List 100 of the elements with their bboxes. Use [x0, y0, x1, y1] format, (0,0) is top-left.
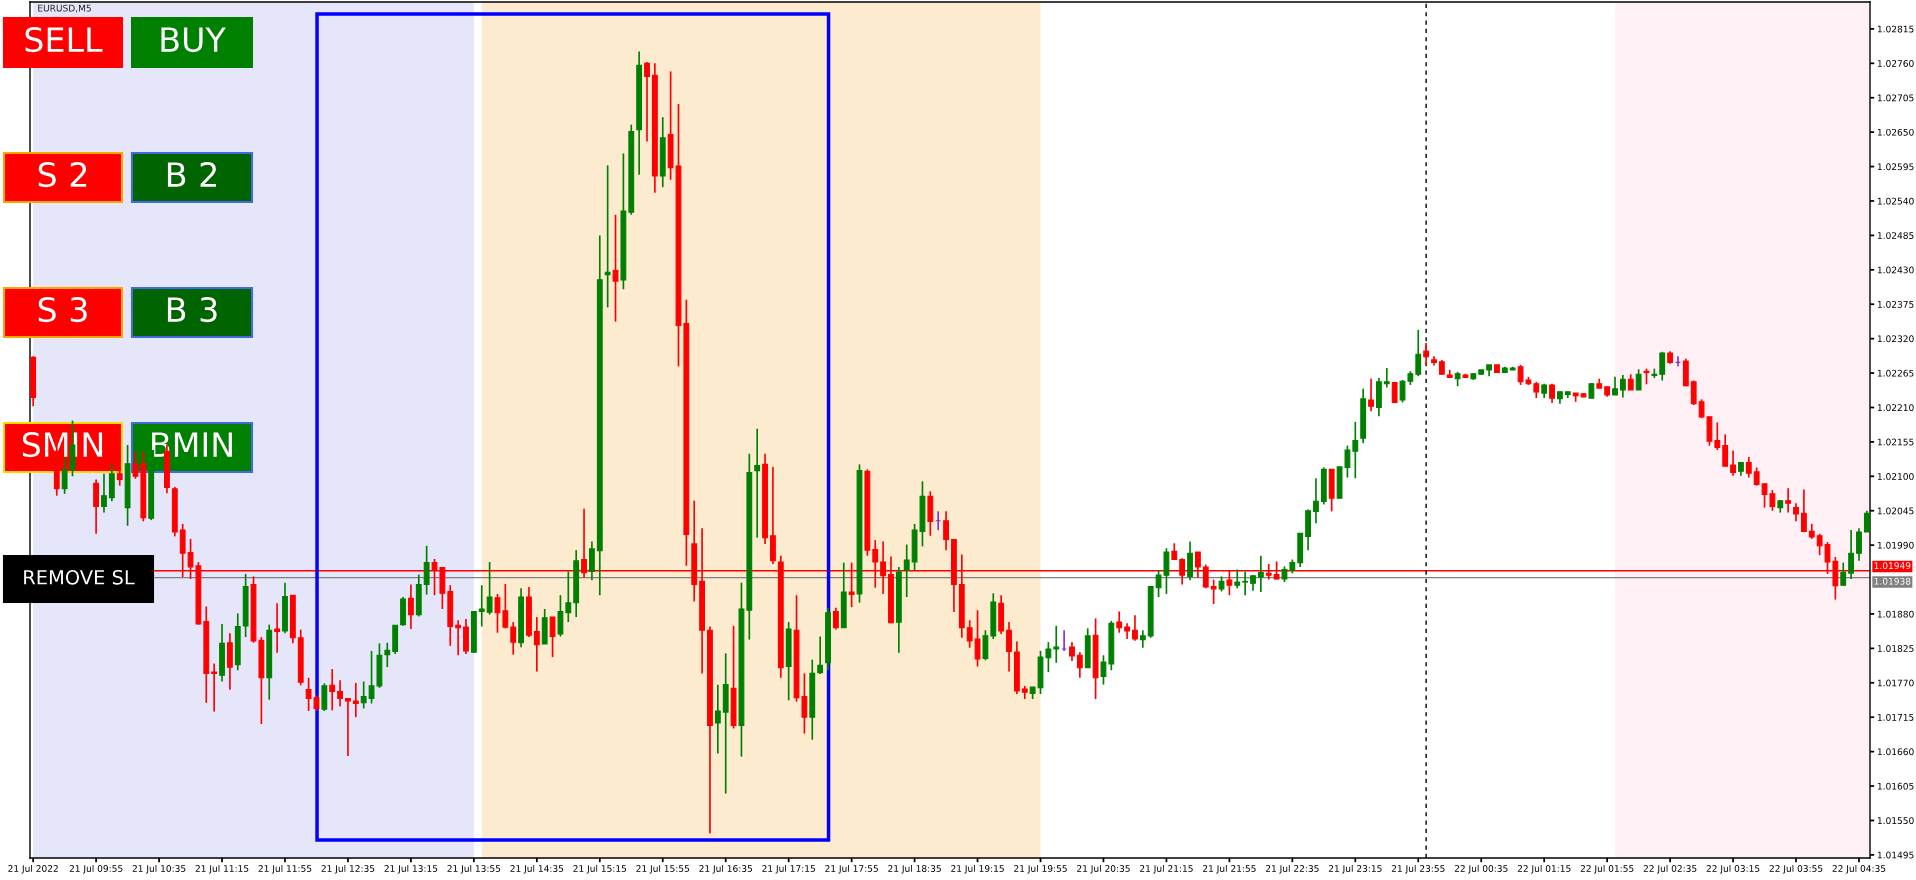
x-tick-label: 21 Jul 13:55 [447, 864, 501, 874]
x-tick-label: 21 Jul 16:35 [699, 864, 752, 874]
candlestick [1848, 529, 1855, 580]
x-tick-label: 21 Jul 09:55 [69, 864, 123, 874]
x-tick-label: 21 Jul 17:55 [825, 864, 878, 874]
annotation: S 2 [38, 161, 87, 188]
y-tick-label: 1.02100 [1877, 473, 1914, 480]
y-tick-label: 1.01770 [1877, 679, 1914, 687]
candlestick [1076, 651, 1083, 679]
candlestick [1423, 342, 1430, 367]
x-tick-label: 22 Jul 00:35 [1454, 864, 1508, 874]
x-tick-label: 22 Jul 03:55 [1769, 864, 1823, 874]
candlestick [486, 561, 493, 616]
candlestick [903, 543, 910, 598]
candlestick [644, 61, 650, 143]
candlestick [494, 593, 501, 634]
candlestick [463, 618, 469, 655]
candlestick [1722, 433, 1729, 468]
candlestick [1793, 502, 1799, 523]
candlestick [1187, 540, 1193, 582]
candlestick [612, 213, 619, 323]
candlestick [510, 621, 517, 656]
x-tick-label: 21 Jul 15:15 [573, 864, 627, 874]
x-tick-label: 21 Jul 11:15 [195, 864, 249, 874]
candlestick [1053, 625, 1060, 664]
candlestick [1210, 578, 1217, 605]
candlestick [1619, 374, 1626, 399]
candlestick [1132, 614, 1138, 642]
x-tick-label: 21 Jul 21:55 [1202, 864, 1256, 874]
y-tick-label: 1.01605 [1877, 782, 1914, 790]
candlestick [604, 164, 611, 309]
x-tick-label: 21 Jul 12:35 [321, 864, 375, 874]
candlestick [337, 679, 343, 708]
candlestick [211, 662, 218, 713]
candlestick [423, 544, 430, 596]
candlestick [1139, 629, 1146, 649]
candlestick [321, 682, 328, 712]
candlestick [1753, 466, 1760, 487]
x-tick-label: 22 Jul 01:55 [1580, 864, 1634, 874]
x-tick-label: 21 Jul 19:55 [1014, 864, 1067, 874]
y-tick-label: 1.02045 [1877, 507, 1914, 515]
annotation: S 3 [38, 296, 87, 323]
candlestick [1635, 368, 1642, 391]
y-tick-label: 1.01825 [1877, 645, 1914, 652]
candlestick [1100, 654, 1107, 686]
x-tick-label: 22 Jul 04:35 [1832, 864, 1886, 874]
y-tick-label: 1.01495 [1877, 851, 1914, 859]
candlestick [1242, 570, 1249, 597]
x-tick-label: 21 Jul 17:15 [762, 864, 815, 874]
x-tick-label: 21 Jul 18:35 [888, 864, 941, 874]
candlestick [982, 629, 989, 662]
x-tick-label: 21 Jul 13:15 [384, 864, 438, 874]
x-tick-label: 22 Jul 02:35 [1643, 864, 1697, 874]
x-tick-label: 21 Jul 15:55 [636, 864, 690, 874]
x-tick-label: 21 Jul 2022 [8, 864, 58, 874]
y-tick-label: 1.01880 [1877, 610, 1914, 618]
x-tick-label: 21 Jul 20:35 [1077, 864, 1130, 874]
annotation: BUY [161, 27, 226, 53]
annotation: SELL [25, 26, 103, 53]
candlestick [384, 641, 391, 668]
annotation: B 3 [167, 296, 217, 323]
y-tick-label: 1.02265 [1877, 369, 1914, 377]
candlestick [329, 668, 336, 712]
candlestick [502, 583, 509, 630]
candlestick [533, 616, 540, 673]
candlestick [1006, 621, 1012, 673]
candlestick [589, 540, 595, 582]
candlestick [1313, 477, 1319, 525]
y-tick-label: 1.01715 [1877, 713, 1914, 721]
candlestick [1659, 350, 1666, 382]
candlestick [132, 450, 139, 480]
y-tick-label: 1.01990 [1877, 541, 1914, 549]
annotation: REMOVE SL [24, 569, 135, 585]
y-tick-label: 1.02485 [1877, 232, 1914, 239]
candlestick [1730, 449, 1736, 477]
candlestick [478, 584, 485, 628]
y-tick-label: 1.02375 [1877, 300, 1914, 308]
x-tick-label: 21 Jul 22:35 [1265, 864, 1319, 874]
candlestick [1714, 421, 1721, 451]
candlestick [1840, 561, 1847, 587]
candlestick [1234, 568, 1241, 590]
y-tick-label: 1.02815 [1877, 25, 1914, 33]
x-tick-label: 21 Jul 21:15 [1140, 864, 1193, 874]
y-tick-label: 1.02155 [1877, 438, 1914, 446]
candlestick [943, 510, 949, 551]
candlestick [565, 570, 572, 623]
candlestick [966, 619, 973, 649]
candlestick [1690, 379, 1697, 406]
x-tick-label: 21 Jul 23:55 [1391, 864, 1445, 874]
y-tick-label: 1.02705 [1877, 94, 1914, 102]
x-tick-label: 21 Jul 10:35 [132, 864, 186, 874]
candlestick [1612, 375, 1618, 396]
candlestick [557, 594, 564, 638]
candlestick [455, 619, 462, 657]
annotation: B 2 [167, 161, 216, 187]
candlestick [1856, 527, 1862, 562]
y-tick-label: 1.02650 [1877, 128, 1914, 136]
candlestick [549, 616, 556, 658]
candlestick [974, 609, 981, 668]
candlestick [1785, 487, 1792, 514]
